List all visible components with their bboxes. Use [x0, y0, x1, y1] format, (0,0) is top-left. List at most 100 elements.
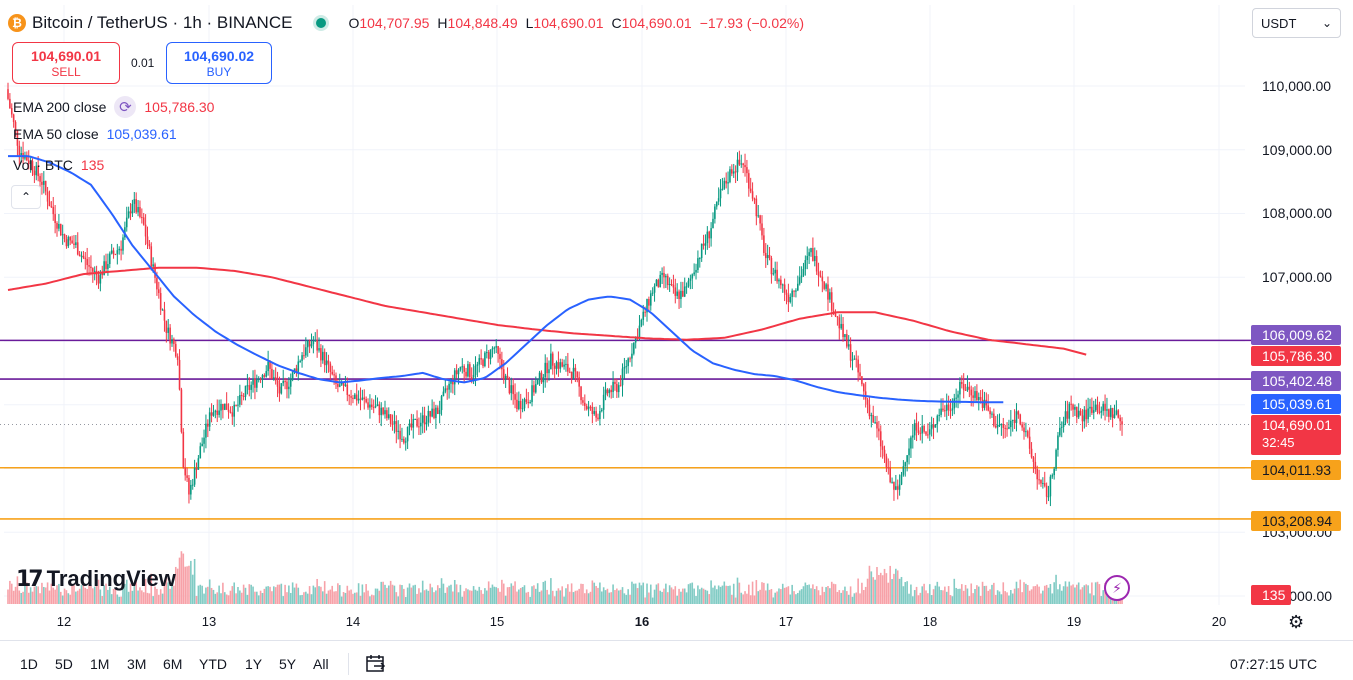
- ema50-axis-label: 105,039.61: [1251, 394, 1341, 414]
- candle-body: [810, 248, 812, 253]
- candle-body: [746, 167, 748, 174]
- volume-bar: [849, 586, 852, 604]
- candle-body: [604, 389, 607, 395]
- candle-body: [587, 406, 590, 410]
- range-button-all[interactable]: All: [313, 656, 329, 672]
- buy-label: BUY: [206, 65, 232, 79]
- volume-bar: [418, 588, 420, 604]
- volume-bar: [420, 592, 422, 604]
- sell-button[interactable]: 104,690.01 SELL: [12, 42, 120, 84]
- collapse-legend-button[interactable]: ⌃: [11, 185, 41, 209]
- candle-body: [59, 224, 62, 236]
- candle-body: [399, 430, 401, 440]
- candle-body: [793, 290, 795, 292]
- volume-bar: [478, 586, 481, 604]
- legend-ema50[interactable]: EMA 50 close 105,039.61: [13, 126, 177, 142]
- candle-body: [1081, 415, 1084, 422]
- candle-body: [949, 410, 952, 412]
- price-line-label[interactable]: 104,011.93: [1251, 460, 1341, 480]
- volume-bar: [176, 568, 179, 604]
- volume-bar: [698, 589, 701, 604]
- range-button-1y[interactable]: 1Y: [245, 656, 263, 672]
- candle-body: [727, 182, 729, 184]
- chevron-down-icon: ⌄: [1321, 16, 1332, 30]
- candle-body: [663, 272, 665, 278]
- candle-body: [872, 415, 875, 423]
- utc-clock[interactable]: 07:27:15 UTC: [1230, 656, 1318, 672]
- candle-body: [685, 286, 688, 288]
- chart-settings-gear-icon[interactable]: ⚙: [1288, 612, 1305, 632]
- volume-bar: [501, 579, 503, 604]
- range-button-3m[interactable]: 3M: [127, 656, 147, 672]
- candle-body: [953, 398, 956, 409]
- price-line-label[interactable]: 105,402.48: [1251, 371, 1341, 391]
- range-button-6m[interactable]: 6M: [163, 656, 183, 672]
- candle-body: [410, 423, 413, 428]
- volume-bar: [781, 583, 784, 604]
- candle-body: [753, 198, 756, 200]
- candle-body: [1055, 449, 1057, 469]
- volume-bar: [305, 591, 307, 604]
- price-line-label[interactable]: 103,208.94: [1251, 511, 1341, 531]
- range-button-5y[interactable]: 5Y: [279, 656, 297, 672]
- symbol-title[interactable]: Bitcoin / TetherUS · 1h · BINANCE: [32, 13, 293, 32]
- quote-currency-select[interactable]: USDT ⌄: [1252, 8, 1341, 38]
- volume-bar: [789, 594, 792, 604]
- candle-body: [76, 242, 79, 255]
- candle-body: [438, 410, 441, 414]
- range-button-1d[interactable]: 1D: [20, 656, 38, 672]
- volume-bar: [864, 586, 867, 604]
- range-button-5d[interactable]: 5D: [55, 656, 73, 672]
- volume-bar: [525, 592, 528, 604]
- candle-body: [452, 379, 454, 385]
- volume-bar: [878, 574, 880, 604]
- ohlc-change: −17.93 (−0.02%): [699, 15, 804, 31]
- volume-bar: [633, 583, 635, 604]
- volume-bar: [689, 583, 692, 604]
- volume-bar: [676, 595, 678, 604]
- volume-bar: [233, 582, 235, 604]
- volume-bar: [812, 584, 814, 604]
- candle-body: [542, 377, 545, 383]
- volume-bar: [994, 594, 997, 604]
- ema50-value: 105,039.61: [106, 126, 177, 142]
- candle-body: [201, 443, 203, 447]
- candle-body: [559, 362, 562, 369]
- volume-bar: [280, 583, 283, 604]
- volume-bar: [783, 587, 786, 604]
- candle-body: [352, 397, 354, 399]
- range-button-ytd[interactable]: YTD: [199, 656, 227, 672]
- candle-body: [489, 349, 492, 359]
- volume-bar: [487, 581, 490, 604]
- volume-bar: [587, 593, 590, 604]
- volume-bar: [252, 586, 254, 604]
- volume-bar: [913, 590, 916, 604]
- candle-body: [687, 280, 690, 287]
- refresh-icon[interactable]: ⟳: [114, 96, 137, 118]
- volume-bar: [450, 584, 452, 604]
- price-line-label[interactable]: 106,009.62: [1251, 325, 1341, 345]
- range-button-1m[interactable]: 1M: [90, 656, 110, 672]
- candle-body: [791, 290, 793, 297]
- candle-body: [921, 426, 924, 434]
- volume-bar: [533, 585, 535, 604]
- volume-bar: [834, 584, 837, 604]
- candle-body: [169, 327, 171, 344]
- candle-body: [813, 256, 816, 261]
- volume-bar: [16, 576, 19, 604]
- volume-bar: [844, 586, 846, 604]
- buy-button[interactable]: 104,690.02 BUY: [166, 42, 272, 84]
- legend-volume[interactable]: Vol · BTC 135: [13, 157, 104, 173]
- volume-bar: [502, 583, 505, 604]
- volume-bar: [608, 592, 611, 604]
- price-chart[interactable]: [0, 0, 1353, 640]
- volume-bar: [761, 582, 763, 604]
- candle-body: [127, 211, 130, 218]
- calendar-range-icon[interactable]: [365, 653, 387, 673]
- legend-ema200[interactable]: EMA 200 close ⟳ 105,786.30: [13, 96, 214, 118]
- flash-icon[interactable]: ⚡: [1104, 575, 1130, 601]
- candle-body: [406, 426, 409, 442]
- volume-bar: [44, 587, 47, 604]
- tradingview-logo[interactable]: 17 TradingView: [16, 566, 176, 592]
- candle-body: [1060, 426, 1063, 428]
